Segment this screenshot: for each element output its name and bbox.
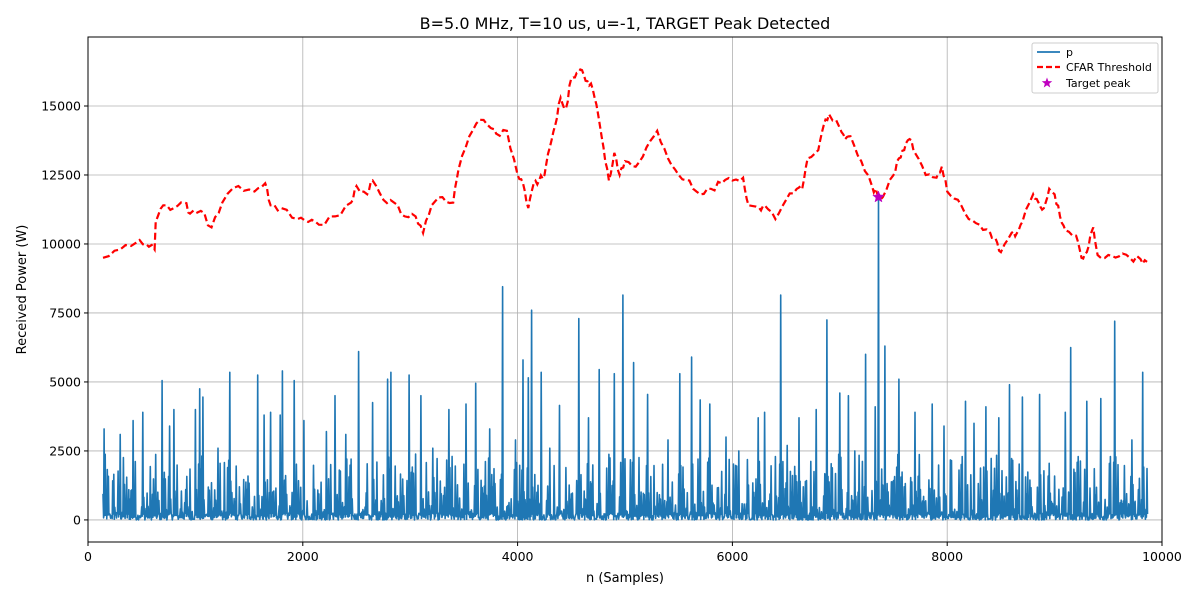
y-tick-label: 12500 [41, 167, 81, 182]
legend-label-p: p [1066, 46, 1073, 59]
target-peak-marker [872, 190, 885, 203]
x-tick-label: 8000 [931, 549, 963, 564]
legend-box [1031, 42, 1159, 94]
plot-area [102, 68, 1149, 521]
axes-frame [87, 36, 1163, 543]
x-tick-label: 10000 [1142, 549, 1182, 564]
x-tick-label: 0 [84, 549, 92, 564]
y-tick-label: 10000 [41, 236, 81, 251]
legend: p CFAR Threshold Target peak [1031, 42, 1159, 94]
legend-label-target-peak: Target peak [1065, 77, 1131, 90]
x-tick-label: 2000 [287, 549, 319, 564]
series-p-line [102, 196, 1149, 521]
x-axis-label: n (Samples) [586, 571, 664, 586]
y-tick-label: 15000 [41, 98, 81, 113]
y-tick-label: 2500 [49, 443, 81, 458]
y-axis-label: Received Power (W) [15, 225, 30, 355]
y-tick-label: 0 [73, 512, 81, 527]
y-tick-label: 7500 [49, 305, 81, 320]
y-tick-label: 5000 [49, 374, 81, 389]
x-tick-label: 4000 [502, 549, 534, 564]
axis-ticks: 0 2000 4000 6000 8000 10000 0 2500 5000 7500 10000… [41, 98, 1182, 564]
chart-title: B=5.0 MHz, T=10 us, u=-1, TARGET Peak De… [420, 14, 831, 33]
legend-swatch-target-peak [1041, 77, 1053, 88]
x-tick-label: 6000 [716, 549, 748, 564]
legend-label-cfar-threshold: CFAR Threshold [1066, 61, 1152, 74]
series-cfar-threshold-line [102, 68, 1148, 266]
